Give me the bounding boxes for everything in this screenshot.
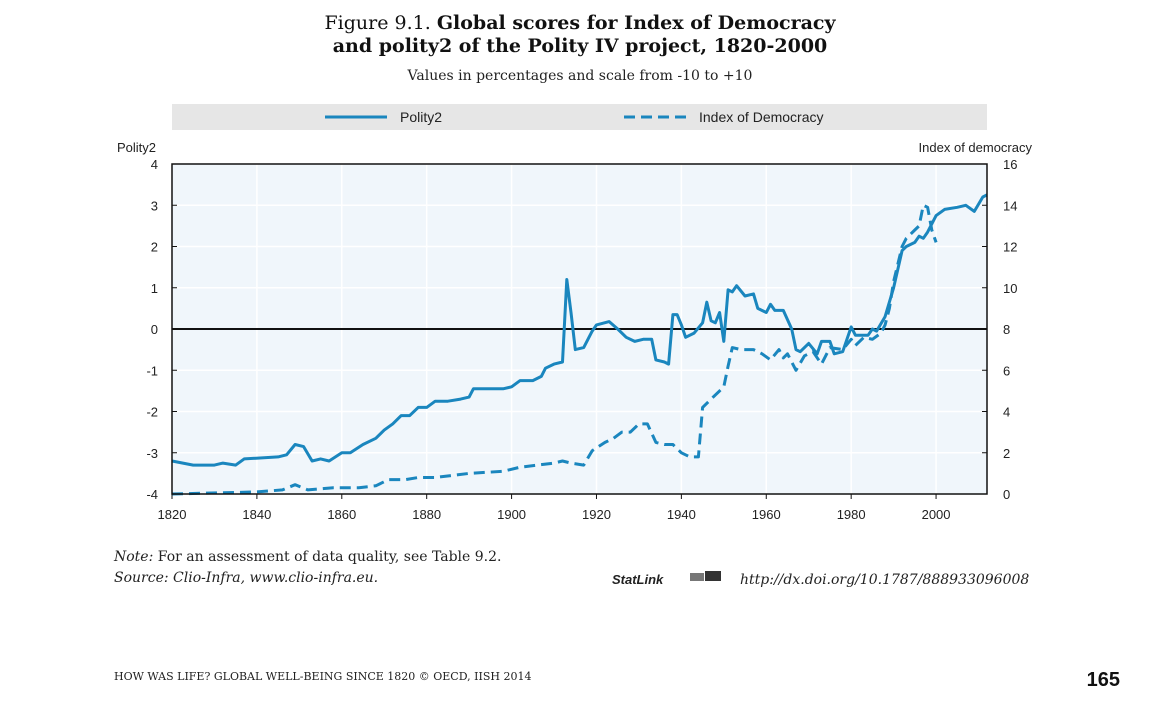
series-line-polity2	[171, 193, 988, 467]
x-tick-label: 1860	[327, 507, 356, 522]
y-right-tick-label: 14	[1003, 198, 1017, 213]
y-left-tick-label: 0	[151, 322, 158, 337]
book-footer: HOW WAS LIFE? GLOBAL WELL-BEING SINCE 18…	[114, 670, 531, 683]
y-right-tick-label: 8	[1003, 322, 1010, 337]
x-tick-label: 1820	[158, 507, 187, 522]
statlink-url[interactable]: http://dx.doi.org/10.1787/888933096008	[740, 572, 1029, 588]
y-left-tick-label: -3	[146, 446, 158, 461]
note-label: Note:	[113, 549, 153, 565]
x-tick-label: 1920	[582, 507, 611, 522]
y-right-tick-label: 6	[1003, 363, 1010, 378]
y-right-tick-label: 4	[1003, 405, 1010, 420]
x-tick-label: 2000	[922, 507, 951, 522]
y-left-tick-label: 1	[151, 281, 158, 296]
x-tick-label: 1880	[412, 507, 441, 522]
chart-title-line1: Figure 9.1. Global scores for Index of D…	[324, 12, 836, 34]
title-text-1: Global scores for Index of Democracy	[437, 12, 837, 34]
legend-label-polity2: Polity2	[400, 109, 442, 125]
y-left-tick-label: -4	[146, 487, 158, 502]
y-right-tick-label: 0	[1003, 487, 1010, 502]
y-right-tick-label: 12	[1003, 240, 1017, 255]
source: Source: Clio-Infra, www.clio-infra.eu.	[114, 570, 378, 586]
plot-area: 1820 1840 1860 1880 1900 1920 1940 1960 1980 2000…	[146, 157, 1017, 522]
y-right-tick-label: 10	[1003, 281, 1017, 296]
legend: Polity2 Index of Democracy	[172, 104, 987, 130]
source-text: Clio-Infra, www.clio-infra.eu.	[173, 570, 378, 586]
y-left-tick-label: 4	[151, 157, 158, 172]
x-tick-label: 1960	[752, 507, 781, 522]
chart-subtitle: Values in percentages and scale from -10…	[407, 68, 753, 84]
y-right-tick-label: 16	[1003, 157, 1017, 172]
y-left-tick-label: -2	[146, 405, 158, 420]
x-tick-label: 1900	[497, 507, 526, 522]
figure-label: Figure 9.1.	[324, 12, 430, 34]
source-label: Source:	[114, 570, 169, 586]
x-tick-label: 1840	[242, 507, 271, 522]
note: Note: For an assessment of data quality,…	[113, 549, 501, 565]
x-tick-label: 1980	[837, 507, 866, 522]
y-right-axis-title: Index of democracy	[919, 140, 1033, 155]
statlink-label: StatLink	[612, 572, 664, 587]
y-left-axis-title: Polity2	[117, 140, 156, 155]
statlink-logo-icon	[690, 571, 721, 581]
chart-title-line2: and polity2 of the Polity IV project, 18…	[333, 35, 828, 57]
y-left-tick-label: -1	[146, 363, 158, 378]
y-left-tick-label: 3	[151, 198, 158, 213]
page-number: 165	[1087, 669, 1120, 691]
y-left-tick-label: 2	[151, 240, 158, 255]
x-tick-label: 1940	[667, 507, 696, 522]
series-line-index-of-democracy	[171, 203, 938, 496]
legend-label-index-of-democracy: Index of Democracy	[699, 109, 824, 125]
note-text: For an assessment of data quality, see T…	[158, 549, 502, 565]
legend-background	[172, 104, 987, 130]
y-right-tick-label: 2	[1003, 446, 1010, 461]
